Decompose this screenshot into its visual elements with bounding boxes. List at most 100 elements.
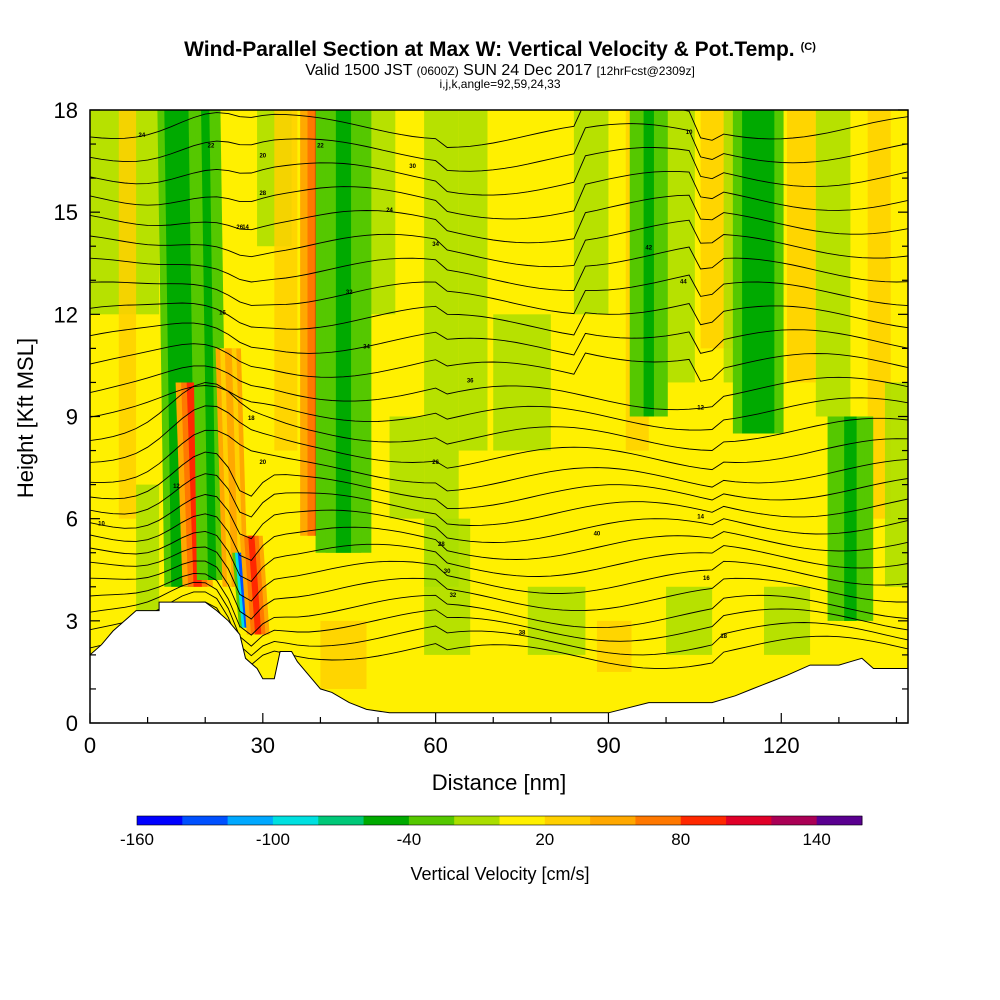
theta-contour xyxy=(90,530,908,582)
theta-label: 18 xyxy=(248,416,255,422)
theta-contour xyxy=(90,572,908,636)
theta-label: 14 xyxy=(242,225,249,231)
field-patch xyxy=(596,620,632,672)
colorbar-swatch xyxy=(726,816,772,825)
field-patch xyxy=(493,314,551,451)
theta-label: 22 xyxy=(208,143,215,149)
colorbar-swatch xyxy=(771,816,818,825)
theta-contour xyxy=(90,451,908,509)
colorbar-swatch xyxy=(635,816,682,825)
theta-label: 14 xyxy=(697,515,704,521)
theta-contour xyxy=(90,246,908,291)
theta-label: 24 xyxy=(386,208,393,214)
theta-contour xyxy=(90,546,908,602)
updraft-band xyxy=(844,416,857,621)
colorbar-frame xyxy=(136,815,863,826)
section-indices: i,j,k,angle=92,59,24,33 xyxy=(439,77,561,91)
y-tick-label: 15 xyxy=(54,200,78,225)
plot-area: 10 12 14 16 18 20 22 24 26 28 30 32 34 36 38 40 42 44 10 12… xyxy=(90,110,908,723)
updraft-band xyxy=(751,110,766,434)
theta-contour xyxy=(90,365,908,411)
colorbar-label: -100 xyxy=(256,830,290,849)
theta-contour xyxy=(90,219,908,268)
theta-label: 28 xyxy=(259,191,266,197)
theta-label: 12 xyxy=(173,484,180,490)
theta-contour xyxy=(90,581,908,647)
theta-label: 16 xyxy=(219,310,226,316)
forecast-info: [12hrFcst@2309z] xyxy=(596,64,695,78)
theta-contours: 10 12 14 16 18 20 22 24 26 28 30 32 34 36 38 40 42 44 10 12… xyxy=(90,110,908,669)
field-patch xyxy=(573,110,609,315)
theta-label: 22 xyxy=(317,143,324,149)
colorbar-swatch xyxy=(182,816,229,825)
y-tick-label: 12 xyxy=(54,302,78,327)
x-tick-label: 90 xyxy=(596,733,620,758)
colorbar-swatch xyxy=(454,816,500,825)
theta-contour xyxy=(90,385,908,431)
theta-label: 28 xyxy=(438,542,445,548)
theta-label: 20 xyxy=(259,154,266,160)
chart-subtitle: Valid 1500 JST (0600Z) SUN 24 Dec 2017 [… xyxy=(0,62,1000,80)
copyright-mark: (C) xyxy=(800,41,816,53)
field-patch xyxy=(424,110,459,587)
x-tick-label: 30 xyxy=(251,733,275,758)
theta-label: 10 xyxy=(686,130,693,136)
theta-label: 34 xyxy=(363,344,370,350)
colorbar-label: -40 xyxy=(397,830,422,849)
theta-contour xyxy=(90,274,908,315)
theta-contour xyxy=(90,170,908,220)
colorbar-swatch xyxy=(816,816,863,825)
theta-contour xyxy=(90,343,908,382)
field-patch xyxy=(884,382,908,587)
y-tick-label: 9 xyxy=(66,405,78,430)
terrain xyxy=(90,601,908,723)
updraft-band xyxy=(335,110,352,553)
theta-contour xyxy=(90,429,908,492)
theta-contour xyxy=(90,302,908,336)
valid-date: SUN 24 Dec 2017 xyxy=(463,62,593,79)
theta-label: 26 xyxy=(432,460,439,466)
theta-label: 18 xyxy=(720,634,727,640)
theta-label: 24 xyxy=(139,133,146,139)
theta-label: 38 xyxy=(519,630,526,636)
colorbar-label: 80 xyxy=(671,830,690,849)
valid-utc: (0600Z) xyxy=(416,64,459,78)
updraft-band xyxy=(224,348,239,587)
y-axis-title: Height [Kft MSL] xyxy=(13,338,38,498)
colorbar-label: 20 xyxy=(535,830,554,849)
colorbar-swatch xyxy=(137,816,183,825)
colorbar-title: Vertical Velocity [cm/s] xyxy=(410,864,589,884)
theta-label: 16 xyxy=(703,576,710,582)
x-tick-label: 60 xyxy=(423,733,447,758)
colorbar-swatch xyxy=(408,816,455,825)
chart-title-text: Wind-Parallel Section at Max W: Vertical… xyxy=(184,38,795,61)
colorbar-swatch xyxy=(590,816,636,825)
y-tick-label: 18 xyxy=(54,98,78,123)
field-patch xyxy=(389,416,425,519)
field-patch xyxy=(666,110,695,383)
theta-contour xyxy=(90,494,908,543)
colorbar-swatch xyxy=(680,816,727,825)
field-patch xyxy=(763,586,811,655)
colorbar-label: -160 xyxy=(120,830,154,849)
field-patch xyxy=(274,110,298,451)
theta-contour xyxy=(90,560,908,620)
theta-contour xyxy=(90,194,908,244)
field-patch xyxy=(787,110,816,383)
theta-contour xyxy=(90,123,908,172)
field-patch xyxy=(320,620,367,689)
theta-label: 32 xyxy=(346,290,353,296)
x-tick-label: 120 xyxy=(763,733,800,758)
colorbar-swatch xyxy=(227,816,274,825)
theta-label: 12 xyxy=(697,406,704,412)
theta-label: 20 xyxy=(259,460,266,466)
colorbar: -160 -100 -40 20 80 140 xyxy=(120,815,863,849)
field-patch xyxy=(424,518,471,655)
field-patch xyxy=(118,110,137,519)
colorbar-swatch xyxy=(318,816,365,825)
theta-contour xyxy=(90,322,908,356)
field-patch xyxy=(666,586,713,655)
field-patch xyxy=(815,110,851,417)
